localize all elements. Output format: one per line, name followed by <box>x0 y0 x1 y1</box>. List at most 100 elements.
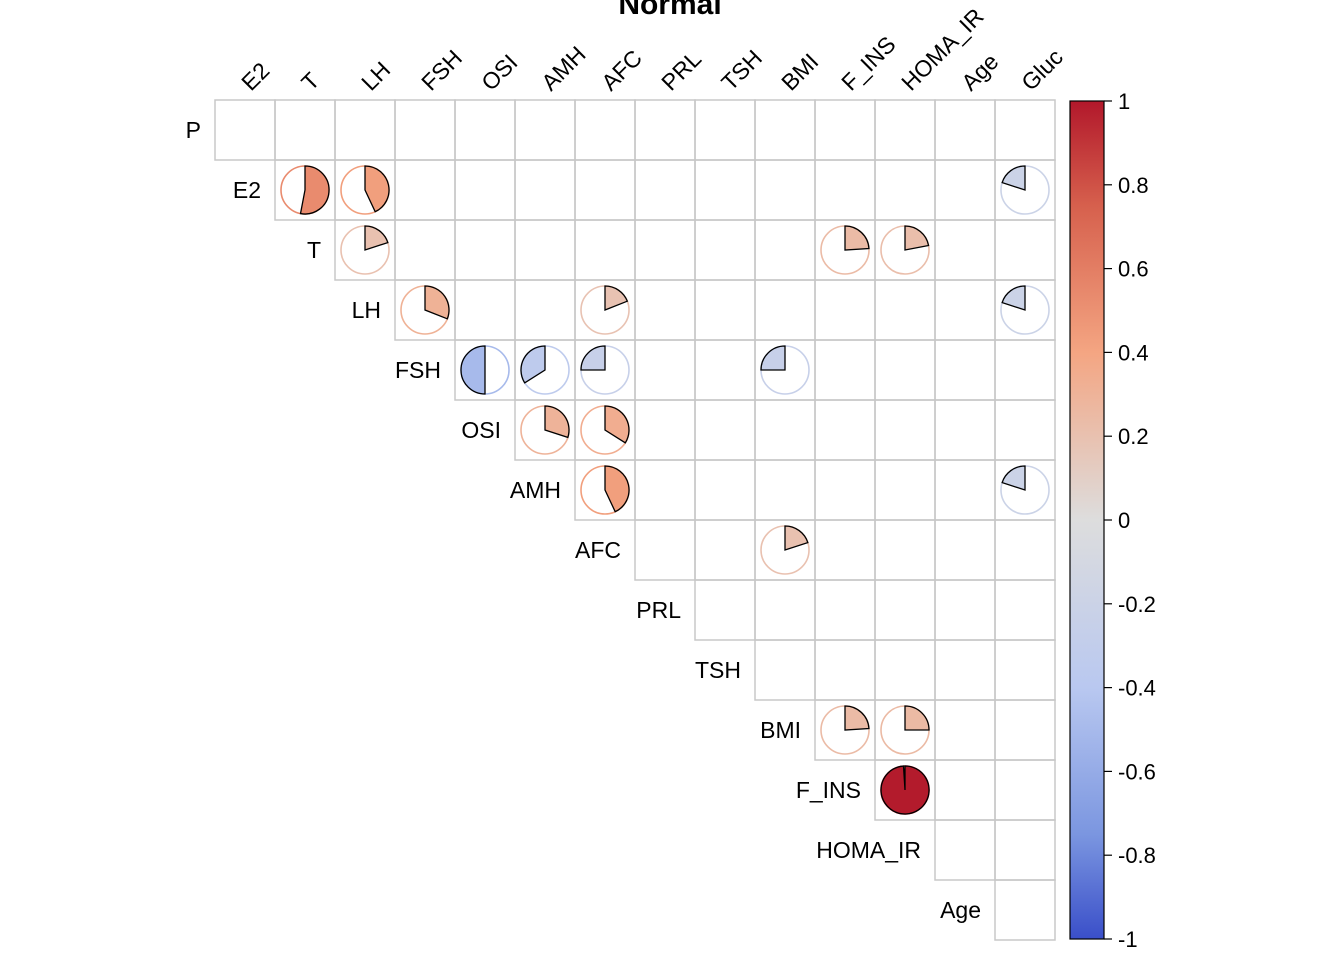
grid-cell-afc-f-ins <box>814 519 876 581</box>
pie-bmi-homa-ir <box>880 705 930 755</box>
grid-cell-tsh-age <box>934 639 996 701</box>
grid-cell-fsh-homa-ir <box>874 339 936 401</box>
pie-slice <box>760 345 786 371</box>
colorbar-tick-label: -0.2 <box>1118 592 1156 617</box>
pie-osi-afc <box>580 405 630 455</box>
row-label-lh: LH <box>352 297 381 323</box>
row-label-afc: AFC <box>575 537 621 563</box>
grid-cell-lh-f-ins <box>814 279 876 341</box>
grid <box>214 99 1056 941</box>
grid-cell-afc-tsh <box>694 519 756 581</box>
grid-cell-t-tsh <box>694 219 756 281</box>
pie-slice <box>880 765 930 815</box>
colorbar-tick-label: -0.4 <box>1118 676 1156 701</box>
grid-cell-e2-age <box>934 159 996 221</box>
grid-cell-age-gluc <box>994 879 1056 941</box>
pie-lh-fsh <box>400 285 450 335</box>
colorbar-tick-label: -0.8 <box>1118 843 1156 868</box>
grid-cell-fsh-tsh <box>694 339 756 401</box>
grid-cell-p-bmi <box>754 99 816 161</box>
grid-cell-afc-age <box>934 519 996 581</box>
grid-cell-lh-tsh <box>694 279 756 341</box>
row-label-t: T <box>307 237 321 263</box>
grid-cell-p-prl <box>634 99 696 161</box>
row-label-e2: E2 <box>233 177 261 203</box>
grid-cell-amh-f-ins <box>814 459 876 521</box>
pie-slice <box>424 285 450 320</box>
colorbar-ticks: 1 0.8 0.6 0.4 0.2 0 -0.2 -0.4 -0.6 -0.8 -1 <box>1104 89 1156 952</box>
grid-cell-osi-prl <box>634 399 696 461</box>
grid-cell-afc-prl <box>634 519 696 581</box>
pie-t-lh <box>340 225 390 275</box>
grid-cell-f-ins-gluc <box>994 759 1056 821</box>
grid-cell-p-e2 <box>214 99 276 161</box>
pie-slice <box>784 525 809 551</box>
row-label-age: Age <box>940 897 981 923</box>
pie-slice <box>904 225 930 251</box>
grid-cell-t-bmi <box>754 219 816 281</box>
grid-cell-amh-tsh <box>694 459 756 521</box>
grid-cell-afc-homa-ir <box>874 519 936 581</box>
grid-cell-p-amh <box>514 99 576 161</box>
col-label-f-ins: F_INS <box>836 31 900 95</box>
pie-slice <box>604 465 630 513</box>
grid-cell-e2-afc <box>574 159 636 221</box>
pie-slice <box>299 165 330 215</box>
colorbar-tick-label: 0 <box>1118 508 1130 533</box>
grid-cell-tsh-gluc <box>994 639 1056 701</box>
grid-cell-homa-ir-age <box>934 819 996 881</box>
row-label-homa-ir: HOMA_IR <box>816 837 921 863</box>
pie-amh-afc <box>580 465 630 515</box>
col-label-osi: OSI <box>476 49 522 95</box>
grid-cell-p-f-ins <box>814 99 876 161</box>
grid-cell-fsh-age <box>934 339 996 401</box>
grid-cell-prl-age <box>934 579 996 641</box>
pie-afc-bmi <box>760 525 810 575</box>
pie-slice <box>844 225 870 251</box>
grid-cell-t-osi <box>454 219 516 281</box>
pie-slice <box>580 345 606 371</box>
grid-cell-e2-amh <box>514 159 576 221</box>
grid-cell-prl-bmi <box>754 579 816 641</box>
pie-slice <box>460 345 486 395</box>
grid-cell-prl-gluc <box>994 579 1056 641</box>
grid-cell-fsh-prl <box>634 339 696 401</box>
pie-osi-amh <box>520 405 570 455</box>
grid-cell-p-lh <box>334 99 396 161</box>
grid-cell-lh-osi <box>454 279 516 341</box>
row-label-f-ins: F_INS <box>796 777 861 803</box>
pie-slice <box>844 705 870 731</box>
grid-cell-amh-prl <box>634 459 696 521</box>
grid-cell-p-t <box>274 99 336 161</box>
colorbar-tick-label: 0.4 <box>1118 340 1149 365</box>
colorbar-tick-label: 1 <box>1118 89 1130 114</box>
pie-fsh-afc <box>580 345 630 395</box>
row-label-fsh: FSH <box>395 357 441 383</box>
grid-cell-amh-bmi <box>754 459 816 521</box>
grid-cell-p-tsh <box>694 99 756 161</box>
colorbar-tick-label: 0.6 <box>1118 257 1149 282</box>
pie-slice <box>544 405 570 439</box>
grid-cell-lh-bmi <box>754 279 816 341</box>
grid-cell-p-gluc <box>994 99 1056 161</box>
grid-cell-afc-gluc <box>994 519 1056 581</box>
grid-cell-e2-bmi <box>754 159 816 221</box>
pie-slice <box>904 705 930 731</box>
row-label-osi: OSI <box>461 417 501 443</box>
pie-bmi-f-ins <box>820 705 870 755</box>
pie-amh-gluc <box>1000 465 1050 515</box>
grid-cell-bmi-gluc <box>994 699 1056 761</box>
pie-e2-gluc <box>1000 165 1050 215</box>
pie-slice <box>520 345 546 384</box>
pie-slice <box>364 165 390 213</box>
colorbar-gradient <box>1069 100 1105 940</box>
grid-cell-e2-tsh <box>694 159 756 221</box>
col-label-fsh: FSH <box>416 45 467 96</box>
col-label-bmi: BMI <box>776 48 823 95</box>
grid-cell-fsh-f-ins <box>814 339 876 401</box>
grid-cell-osi-gluc <box>994 399 1056 461</box>
chart-title: Normal <box>618 0 721 21</box>
pie-slice <box>604 285 629 311</box>
pie-slice <box>364 225 389 251</box>
